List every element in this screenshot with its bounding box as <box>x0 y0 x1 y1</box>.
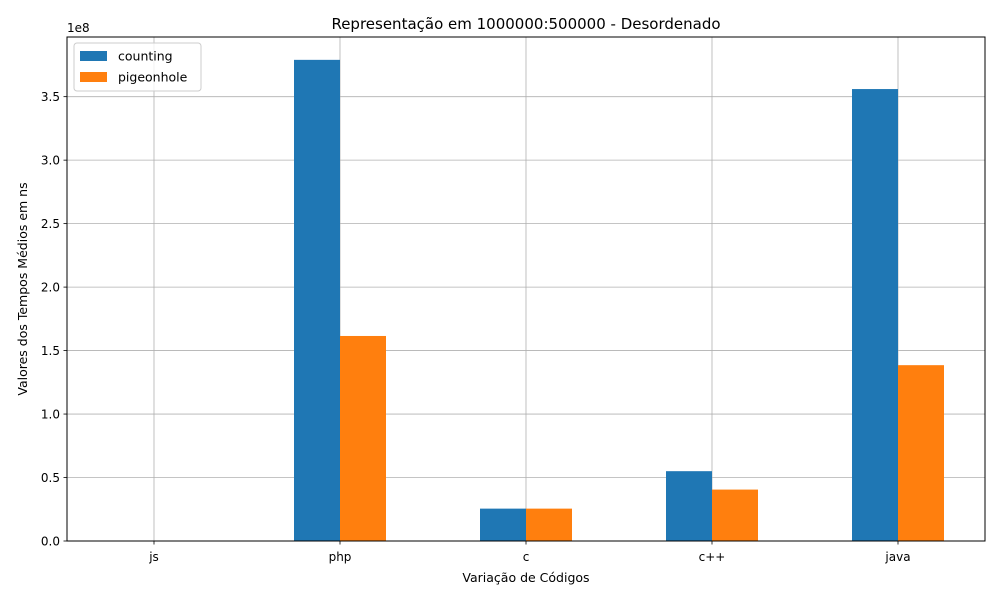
x-tick-label: c++ <box>699 550 726 564</box>
bar-counting-c++ <box>666 471 712 541</box>
y-tick-label: 3.0 <box>41 153 60 167</box>
legend-label-pigeonhole: pigeonhole <box>118 70 188 85</box>
y-tick-label: 0.0 <box>41 534 60 548</box>
y-tick-label: 1.0 <box>41 407 60 421</box>
bars <box>294 59 944 542</box>
y-tick-label: 3.5 <box>41 90 60 104</box>
bar-pigeonhole-c++ <box>712 489 758 541</box>
bar-pigeonhole-php <box>340 335 386 541</box>
y-axis-offset-label: 1e8 <box>67 21 90 35</box>
y-tick-label: 2.5 <box>41 217 60 231</box>
x-axis-label: Variação de Códigos <box>462 570 589 585</box>
y-tick-label: 0.5 <box>41 471 60 485</box>
bar-counting-c <box>480 508 526 541</box>
chart-title: Representação em 1000000:500000 - Desord… <box>331 15 720 33</box>
legend-swatch-counting <box>80 51 107 61</box>
legend-swatch-pigeonhole <box>80 72 107 82</box>
y-axis-label: Valores dos Tempos Médios em ns <box>15 182 30 395</box>
legend-label-counting: counting <box>118 49 173 64</box>
y-tick-label: 1.5 <box>41 344 60 358</box>
x-tick-label: php <box>329 550 352 564</box>
y-tick-label: 2.0 <box>41 280 60 294</box>
bar-pigeonhole-java <box>898 365 944 541</box>
legend: counting pigeonhole <box>73 42 202 92</box>
bar-pigeonhole-c <box>526 508 572 541</box>
bar-counting-php <box>294 59 340 542</box>
axis-ticks: 0.0 0.5 1.0 1.5 2.0 2.5 3.0 3.5 js php c c++ java <box>41 90 911 564</box>
bar-counting-java <box>852 89 898 541</box>
x-tick-label: c <box>523 550 530 564</box>
x-tick-label: java <box>884 550 910 564</box>
x-tick-label: js <box>148 550 159 564</box>
